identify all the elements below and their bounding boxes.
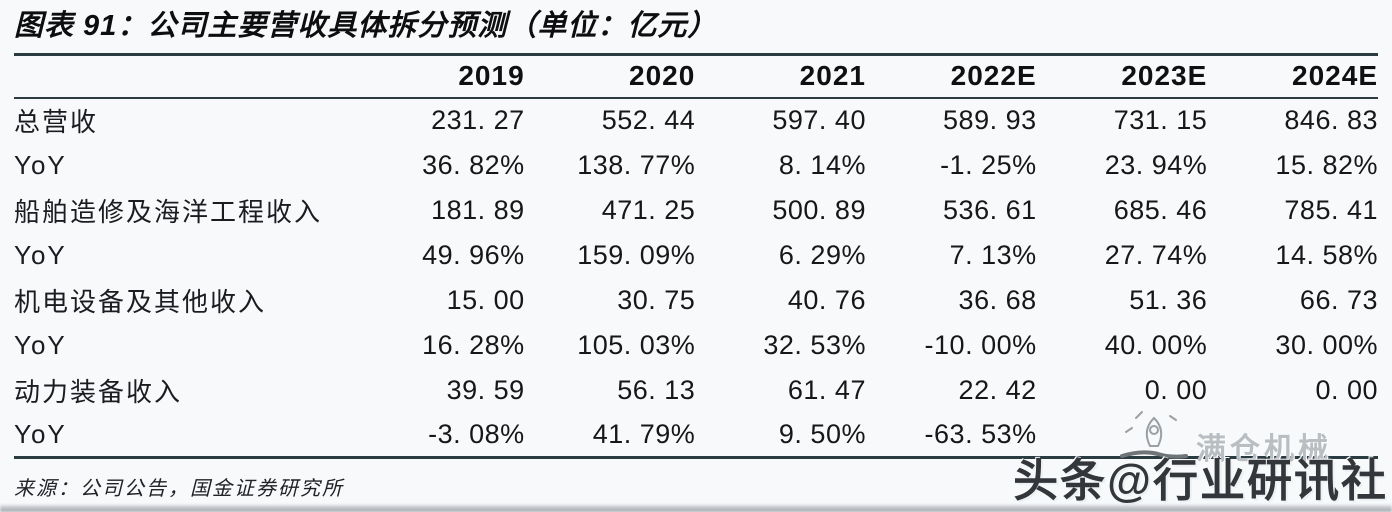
table-row-electromechanical-yoy: YoY 16. 28% 105. 03% 32. 53% -10. 00% 40… (14, 323, 1378, 368)
table-cell: -10. 00% (924, 329, 1037, 360)
table-row-shipbuilding-yoy: YoY 49. 96% 159. 09% 6. 29% 7. 13% 27. 7… (14, 233, 1378, 278)
bottom-strip (0, 505, 1392, 512)
table-cell: 552. 44 (601, 105, 696, 135)
table-cell: 8. 14% (778, 149, 866, 180)
table-row-power-equipment-revenue: 动力装备收入 39. 59 56. 13 61. 47 22. 42 0. 00… (14, 368, 1378, 413)
table-cell: 846. 83 (1284, 105, 1378, 135)
table-cell: 49. 96% (422, 239, 525, 270)
row-label: YoY (14, 412, 354, 459)
column-header-2022e: 2022E (865, 53, 1037, 99)
header-row: 2019 2020 2021 2022E 2023E 2024E (14, 53, 1378, 99)
table-cell: 39. 59 (446, 374, 525, 405)
table-cell: 9. 50% (695, 412, 866, 459)
table-cell: 27. 74% (1104, 239, 1208, 270)
table-cell: 15. 82% (1275, 149, 1378, 180)
row-label: 动力装备收入 (14, 376, 183, 407)
table-cell: 536. 61 (943, 194, 1037, 225)
table-cell: 597. 40 (772, 105, 866, 135)
column-header-2020: 2020 (524, 53, 696, 99)
table-cell: 36. 68 (958, 284, 1037, 315)
table-row-total-revenue: 总营收 231. 27 552. 44 597. 40 589. 93 731.… (14, 98, 1378, 143)
table-cell: 40. 76 (787, 284, 866, 315)
watermark-brand: 满仓机械 (1196, 433, 1332, 466)
table-cell: 138. 77% (577, 149, 696, 180)
table-cell: 231. 27 (431, 105, 525, 135)
table-cell: 51. 36 (1129, 284, 1208, 315)
table-row-total-revenue-yoy: YoY 36. 82% 138. 77% 8. 14% -1. 25% 23. … (14, 143, 1378, 188)
table-row-electromechanical-revenue: 机电设备及其他收入 15. 00 30. 75 40. 76 36. 68 51… (14, 278, 1378, 323)
table-cell: 61. 47 (787, 374, 866, 405)
table-cell: 471. 25 (601, 194, 696, 225)
table-cell: 14. 58% (1275, 239, 1378, 270)
table-cell: 105. 03% (577, 329, 696, 360)
header-blank (14, 53, 354, 99)
row-label: 机电设备及其他收入 (14, 286, 267, 317)
table-cell: 181. 89 (431, 194, 525, 225)
row-label: YoY (14, 149, 67, 180)
table-cell: 22. 42 (958, 374, 1037, 405)
table-cell: 15. 00 (446, 284, 525, 315)
table-body: 总营收 231. 27 552. 44 597. 40 589. 93 731.… (14, 98, 1378, 459)
row-label: YoY (14, 239, 67, 270)
revenue-forecast-table: 2019 2020 2021 2022E 2023E 2024E 总营收 231… (14, 53, 1378, 459)
table-cell: 32. 53% (763, 329, 866, 360)
table-cell: 7. 13% (949, 239, 1037, 270)
table-cell: 500. 89 (772, 194, 866, 225)
column-header-2024e: 2024E (1207, 53, 1378, 99)
table-cell: -1. 25% (940, 149, 1037, 180)
table-cell: 6. 29% (778, 239, 866, 270)
table-cell: 731. 15 (1113, 105, 1208, 135)
table-cell (1207, 412, 1378, 459)
row-label: 船舶造修及海洋工程收入 (14, 196, 323, 227)
table-row-shipbuilding-revenue: 船舶造修及海洋工程收入 181. 89 471. 25 500. 89 536.… (14, 188, 1378, 233)
table-cell: 41. 79% (524, 412, 696, 459)
table-cell: 23. 94% (1104, 149, 1208, 180)
figure-title: 图表 91：公司主要营收具体拆分预测（单位：亿元） (14, 10, 718, 42)
table-cell: -3. 08% (354, 412, 525, 459)
watermark-headline: 头条@行业研讯社 (1013, 455, 1388, 506)
table-cell: 56. 13 (617, 374, 696, 405)
table-header: 2019 2020 2021 2022E 2023E 2024E (14, 53, 1378, 99)
table-cell: 685. 46 (1113, 194, 1208, 225)
column-header-2023e: 2023E (1036, 53, 1208, 99)
column-header-2021: 2021 (695, 53, 866, 99)
table-cell: 0. 00 (1144, 374, 1208, 405)
table-cell: 36. 82% (422, 149, 525, 180)
table-cell: 785. 41 (1284, 194, 1378, 225)
table-cell: 0. 00 (1315, 374, 1378, 405)
table-cell: 66. 73 (1299, 284, 1378, 315)
table-row-power-equipment-yoy: YoY -3. 08% 41. 79% 9. 50% -63. 53% (14, 412, 1378, 459)
table-cell: -63. 53% (865, 412, 1037, 459)
table-cell: 30. 00% (1275, 329, 1378, 360)
table-cell: 40. 00% (1104, 329, 1208, 360)
table-cell: 159. 09% (577, 239, 696, 270)
table-cell: 16. 28% (422, 329, 525, 360)
rocket-doodle-icon (1120, 411, 1188, 459)
table-cell: 30. 75 (617, 284, 696, 315)
source-note: 来源：公司公告，国金证券研究所 (14, 478, 344, 500)
column-header-2019: 2019 (354, 53, 525, 99)
row-label: YoY (14, 329, 67, 360)
row-label: 总营收 (14, 107, 99, 137)
table-cell: 589. 93 (943, 105, 1037, 135)
